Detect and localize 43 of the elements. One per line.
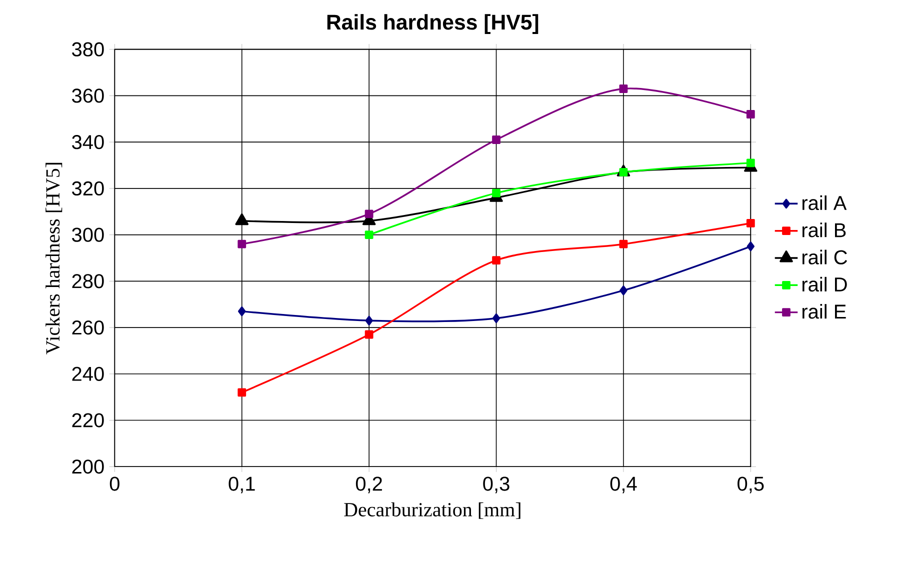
point xyxy=(492,188,500,198)
x-axis-title: Decarburization [mm] xyxy=(344,502,520,519)
x-tick-label: 0 xyxy=(110,476,120,491)
legend-label: rail E xyxy=(802,304,846,319)
point xyxy=(620,286,628,296)
point xyxy=(619,240,628,248)
point xyxy=(364,210,374,218)
y-tick-label: 200 xyxy=(72,460,104,474)
y-tick-label: 220 xyxy=(72,413,104,428)
x-tick-label: 0,4 xyxy=(610,476,637,494)
legend-label: rail C xyxy=(802,250,848,264)
point xyxy=(746,242,755,252)
legend-label: rail D xyxy=(802,276,847,292)
point xyxy=(619,84,628,93)
point xyxy=(364,230,374,240)
x-tick-label: 0,1 xyxy=(228,476,255,494)
point xyxy=(492,313,500,324)
y-tick-label: 320 xyxy=(72,181,104,196)
y-tick-label: 240 xyxy=(72,366,104,381)
y-tick-label: 280 xyxy=(72,274,104,288)
y-tick-label: 360 xyxy=(72,88,104,103)
point xyxy=(365,316,373,326)
point xyxy=(746,110,755,118)
point xyxy=(492,256,500,265)
x-tick-label: 0,5 xyxy=(738,476,764,494)
point xyxy=(746,158,755,168)
y-tick-label: 340 xyxy=(72,134,104,150)
point xyxy=(619,168,628,176)
chart-title: Rails hardness [HV5] xyxy=(327,14,538,34)
point xyxy=(238,388,246,397)
point xyxy=(238,240,246,248)
point xyxy=(238,306,246,316)
point xyxy=(364,330,374,339)
y-tick-label: 300 xyxy=(72,228,104,242)
point xyxy=(492,136,500,144)
x-tick-label: 0,2 xyxy=(356,476,382,494)
x-tick-label: 0,3 xyxy=(483,476,510,494)
y-tick-label: 260 xyxy=(72,320,104,335)
y-axis-title: Vickers hardness [HV5] xyxy=(46,162,62,354)
legend-label: rail B xyxy=(802,222,846,238)
point xyxy=(746,219,755,228)
legend-label: rail A xyxy=(802,195,847,210)
y-tick-label: 380 xyxy=(72,42,104,56)
